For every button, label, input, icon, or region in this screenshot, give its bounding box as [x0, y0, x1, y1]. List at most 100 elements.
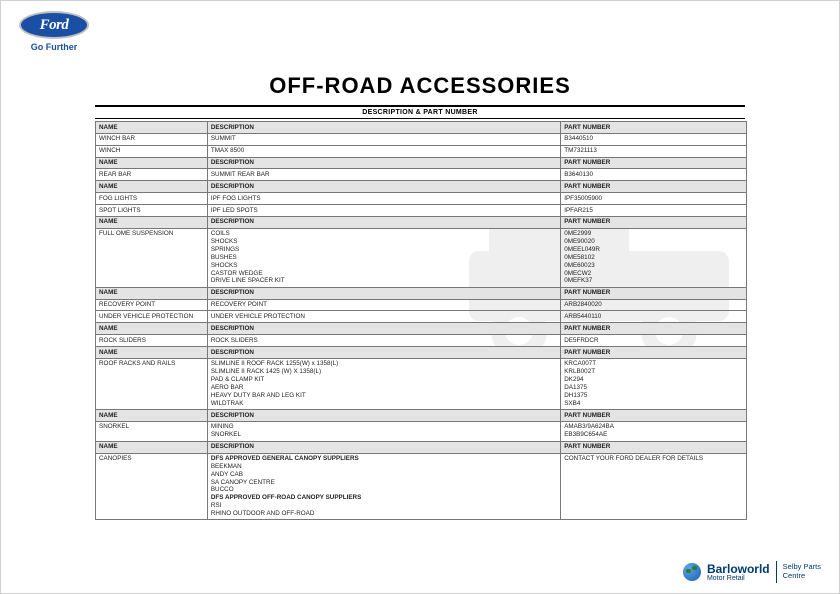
table-header-row: NAMEDESCRIPTIONPART NUMBER [96, 122, 747, 134]
table-header-row: NAMEDESCRIPTIONPART NUMBER [96, 181, 747, 193]
footer-brand: Barloworld [707, 563, 770, 575]
footer-brand-block: Barloworld Motor Retail [707, 563, 770, 582]
col-header-name: NAME [96, 216, 208, 228]
col-header-name: NAME [96, 347, 208, 359]
cell-part: KRCA007TKRLB002TDK294DA1375DH1375SXB4 [561, 358, 747, 409]
cell-desc: UNDER VEHICLE PROTECTION [207, 311, 560, 323]
table-row: UNDER VEHICLE PROTECTIONUNDER VEHICLE PR… [96, 311, 747, 323]
col-header-name: NAME [96, 287, 208, 299]
col-header-desc: DESCRIPTION [207, 287, 560, 299]
page: Ford Go Further OFF-ROAD ACCESSORIES DES… [0, 0, 840, 594]
table-row: WINCH BARSUMMITB3440510 [96, 133, 747, 145]
col-header-name: NAME [96, 157, 208, 169]
cell-desc: IPF FOG LIGHTS [207, 193, 560, 205]
col-header-name: NAME [96, 323, 208, 335]
cell-desc: RECOVERY POINT [207, 299, 560, 311]
col-header-part: PART NUMBER [561, 410, 747, 422]
col-header-desc: DESCRIPTION [207, 181, 560, 193]
cell-desc: SUMMIT REAR BAR [207, 169, 560, 181]
cell-part: B3640130 [561, 169, 747, 181]
globe-icon [683, 563, 701, 581]
col-header-name: NAME [96, 410, 208, 422]
cell-part: TM7321113 [561, 145, 747, 157]
table-row: FOG LIGHTSIPF FOG LIGHTSIPF35005900 [96, 193, 747, 205]
brand-logo: Ford Go Further [19, 11, 89, 52]
cell-part: ARB5440110 [561, 311, 747, 323]
cell-desc: SUMMIT [207, 133, 560, 145]
col-header-part: PART NUMBER [561, 287, 747, 299]
ford-oval-icon: Ford [19, 11, 89, 39]
page-subtitle: DESCRIPTION & PART NUMBER [95, 105, 745, 119]
cell-desc: COILSSHOCKSSPRINGSBUSHESSHOCKSCASTOR WED… [207, 228, 560, 287]
cell-desc: ROCK SLIDERS [207, 335, 560, 347]
col-header-part: PART NUMBER [561, 347, 747, 359]
cell-name: RECOVERY POINT [96, 299, 208, 311]
col-header-desc: DESCRIPTION [207, 122, 560, 134]
ford-oval-text: Ford [40, 17, 69, 34]
title-block: OFF-ROAD ACCESSORIES DESCRIPTION & PART … [1, 73, 839, 119]
col-header-name: NAME [96, 122, 208, 134]
footer-brand-sub: Motor Retail [707, 575, 770, 582]
col-header-part: PART NUMBER [561, 181, 747, 193]
table-row: RECOVERY POINTRECOVERY POINTARB2840020 [96, 299, 747, 311]
footer-dealer-line2: Centre [783, 572, 821, 581]
col-header-desc: DESCRIPTION [207, 347, 560, 359]
cell-part: CONTACT YOUR FORD DEALER FOR DETAILS [561, 453, 747, 520]
col-header-part: PART NUMBER [561, 323, 747, 335]
col-header-name: NAME [96, 181, 208, 193]
col-header-desc: DESCRIPTION [207, 323, 560, 335]
cell-part: AMAB3/9A624BAEB3B9C654AE [561, 421, 747, 441]
table-row: FULL OME SUSPENSIONCOILSSHOCKSSPRINGSBUS… [96, 228, 747, 287]
table-row: ROOF RACKS AND RAILSSLIMLINE II ROOF RAC… [96, 358, 747, 409]
col-header-part: PART NUMBER [561, 157, 747, 169]
col-header-part: PART NUMBER [561, 122, 747, 134]
cell-name: WINCH [96, 145, 208, 157]
footer-dealer: Selby Parts Centre [783, 563, 821, 580]
cell-part: 0ME29990ME900200MEEL049R0ME581020ME60023… [561, 228, 747, 287]
cell-desc: IPF LED SPOTS [207, 205, 560, 217]
footer: Barloworld Motor Retail Selby Parts Cent… [683, 561, 821, 583]
cell-name: FOG LIGHTS [96, 193, 208, 205]
cell-part: IPFAR215 [561, 205, 747, 217]
cell-name: ROOF RACKS AND RAILS [96, 358, 208, 409]
cell-part: IPF35005900 [561, 193, 747, 205]
table-header-row: NAMEDESCRIPTIONPART NUMBER [96, 323, 747, 335]
col-header-part: PART NUMBER [561, 216, 747, 228]
cell-desc: SLIMLINE II ROOF RACK 1255(W) x 1358(L)S… [207, 358, 560, 409]
accessories-table: NAMEDESCRIPTIONPART NUMBERWINCH BARSUMMI… [95, 121, 747, 520]
table-row: CANOPIESDFS APPROVED GENERAL CANOPY SUPP… [96, 453, 747, 520]
cell-name: FULL OME SUSPENSION [96, 228, 208, 287]
footer-separator [776, 561, 777, 583]
brand-tagline: Go Further [19, 42, 89, 52]
cell-name: SPOT LIGHTS [96, 205, 208, 217]
cell-desc: TMAX 8500 [207, 145, 560, 157]
cell-part: DE5FRDCR [561, 335, 747, 347]
table-header-row: NAMEDESCRIPTIONPART NUMBER [96, 287, 747, 299]
col-header-desc: DESCRIPTION [207, 157, 560, 169]
table-row: WINCHTMAX 8500TM7321113 [96, 145, 747, 157]
cell-part: ARB2840020 [561, 299, 747, 311]
col-header-desc: DESCRIPTION [207, 441, 560, 453]
table-header-row: NAMEDESCRIPTIONPART NUMBER [96, 157, 747, 169]
cell-name: UNDER VEHICLE PROTECTION [96, 311, 208, 323]
table-header-row: NAMEDESCRIPTIONPART NUMBER [96, 347, 747, 359]
table-header-row: NAMEDESCRIPTIONPART NUMBER [96, 410, 747, 422]
cell-name: CANOPIES [96, 453, 208, 520]
col-header-part: PART NUMBER [561, 441, 747, 453]
cell-name: WINCH BAR [96, 133, 208, 145]
table-row: REAR BARSUMMIT REAR BARB3640130 [96, 169, 747, 181]
page-title: OFF-ROAD ACCESSORIES [1, 73, 839, 99]
cell-name: ROCK SLIDERS [96, 335, 208, 347]
cell-name: REAR BAR [96, 169, 208, 181]
cell-name: SNORKEL [96, 421, 208, 441]
col-header-desc: DESCRIPTION [207, 410, 560, 422]
col-header-desc: DESCRIPTION [207, 216, 560, 228]
cell-part: B3440510 [561, 133, 747, 145]
table-header-row: NAMEDESCRIPTIONPART NUMBER [96, 216, 747, 228]
cell-desc: MININGSNORKEL [207, 421, 560, 441]
table-row: SNORKELMININGSNORKELAMAB3/9A624BAEB3B9C6… [96, 421, 747, 441]
table-header-row: NAMEDESCRIPTIONPART NUMBER [96, 441, 747, 453]
table-row: ROCK SLIDERSROCK SLIDERSDE5FRDCR [96, 335, 747, 347]
table-row: SPOT LIGHTSIPF LED SPOTSIPFAR215 [96, 205, 747, 217]
col-header-name: NAME [96, 441, 208, 453]
